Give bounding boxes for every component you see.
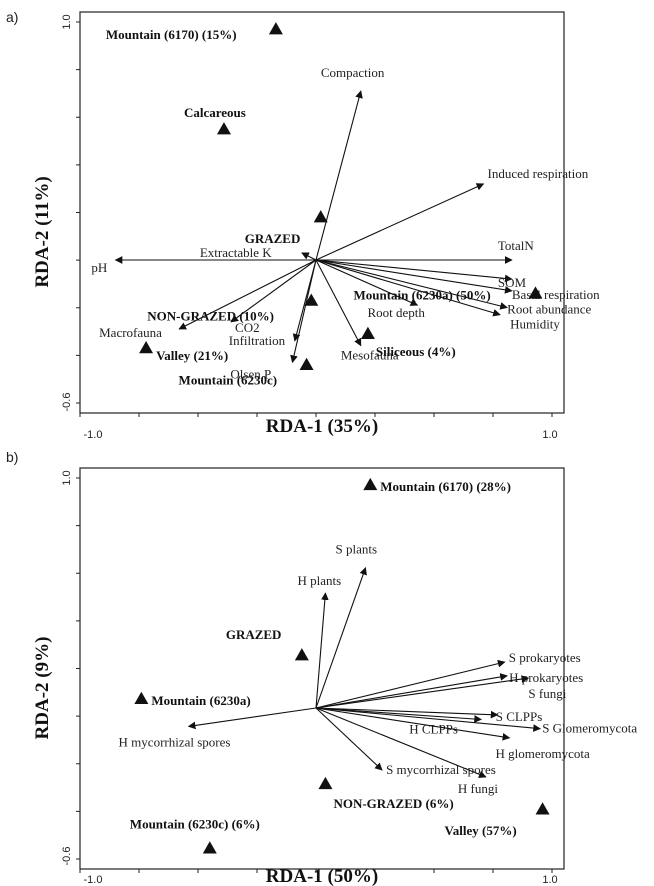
vector-mesofauna [315, 259, 362, 347]
vector-label: H plants [297, 573, 341, 588]
vector-label: Infiltration [229, 333, 286, 348]
site-marker-non-grazed-6 [318, 776, 333, 790]
vector-s-glomeromycota [315, 707, 541, 732]
vector-label: H mycorrhizal spores [119, 734, 231, 749]
vector-macrofauna [178, 259, 317, 330]
x-axis-title: RDA-1 (50%) [266, 866, 378, 886]
y-tick-label: -0.6 [61, 847, 73, 866]
vector-s-mycorrhizal-spores [315, 707, 383, 771]
site-marker-mountain-6170-15 [268, 22, 283, 35]
site-marker-mountain-6230a-50 [528, 286, 543, 299]
panel-a: a) -1.0 1.0 1.0 -0.6 RDA-1 (35%) RDA-2 (11%) Co… [6, 9, 600, 441]
plot-frame [79, 467, 565, 870]
site-label: GRAZED [245, 231, 301, 246]
vector-label: H glomeromycota [496, 746, 590, 761]
site-label: NON-GRAZED (10%) [147, 308, 274, 323]
x-tick-label: 1.0 [542, 874, 557, 886]
vector-label: H CLPPs [409, 722, 458, 737]
site-label: Valley (21%) [156, 348, 228, 363]
x-tick-label: -1.0 [84, 874, 103, 886]
vector-label: Macrofauna [99, 325, 162, 340]
vector-label: S plants [336, 542, 378, 557]
vector-label: S mycorrhizal spores [386, 762, 496, 777]
vector-h-clpps [315, 707, 482, 723]
vector-label: Humidity [510, 317, 560, 332]
vector-h-prokaryotes [315, 673, 508, 709]
vector-som [315, 259, 513, 283]
y-axis-title: RDA-2 (9%) [32, 637, 53, 740]
site-label: Mountain (6230c) (6%) [130, 816, 260, 831]
vector-label: S CLPPs [496, 709, 543, 724]
vector-label: Olsen P [230, 366, 271, 381]
site-label: GRAZED [226, 627, 282, 642]
site-label: Mountain (6230a) (50%) [353, 287, 490, 302]
vector-co2 [230, 259, 317, 323]
vector-root-abundance [315, 259, 508, 310]
site-label: Mountain (6170) (28%) [380, 479, 511, 494]
panel-b: b) -1.0 1.0 1.0 -0.6 RDA-1 (50%) RDA-2 (9%) S p… [6, 449, 637, 886]
vector-label: Induced respiration [488, 166, 589, 181]
y-tick-label: 1.0 [61, 14, 73, 29]
vector-compaction [315, 90, 363, 261]
vector-root-depth [315, 259, 419, 306]
vector-label: S fungi [528, 686, 566, 701]
site-label: Mountain (6230c) [179, 373, 278, 388]
site-marker-valley-57 [535, 802, 550, 815]
x-axis-title: RDA-1 (35%) [266, 416, 378, 437]
site-label: Valley (57%) [445, 823, 517, 838]
site-marker-siliceous-4 [360, 326, 375, 340]
vector-label: Root depth [367, 305, 425, 320]
vector-label: S prokaryotes [509, 650, 581, 665]
site-marker-valley-21 [139, 341, 154, 354]
vector-extractable-k [301, 252, 317, 261]
site-marker-non-grazed-10 [304, 293, 319, 306]
site-marker-mountain-6230c-6 [202, 841, 217, 854]
vector-h-mycorrhizal-spores [187, 707, 317, 730]
vector-label: Mesofauna [341, 348, 399, 363]
site-label: Mountain (6230a) [151, 693, 250, 708]
vector-infiltration [292, 259, 317, 342]
site-marker-calcareous [216, 122, 231, 135]
site-marker-grazed [294, 648, 309, 661]
vector-s-plants [315, 566, 367, 709]
vector-h-fungi [315, 707, 487, 778]
vector-h-plants [315, 592, 329, 709]
site-label: NON-GRAZED (6%) [333, 796, 453, 811]
vector-label: H prokaryotes [509, 670, 583, 685]
vector-label: TotalN [498, 238, 535, 253]
vector-label: Basal respiration [512, 287, 600, 302]
vector-label: pH [91, 260, 107, 275]
panel-label: b) [6, 449, 18, 465]
vector-s-clpps [315, 707, 499, 719]
x-tick-label: -1.0 [84, 429, 103, 441]
y-axis-title: RDA-2 (11%) [32, 176, 53, 287]
vector-label: H fungi [458, 781, 498, 796]
vector-induced-respiration [315, 183, 485, 261]
vector-s-fungi [315, 675, 530, 709]
vector-h-glomeromycota [315, 707, 511, 741]
site-label: Mountain (6170) (15%) [106, 27, 237, 42]
site-marker-grazed [313, 210, 328, 223]
vector-label: Extractable K [200, 245, 272, 260]
vector-label: Compaction [321, 65, 385, 80]
y-tick-label: -0.6 [61, 393, 73, 412]
x-tick-label: 1.0 [542, 429, 557, 441]
vector-humidity [315, 259, 501, 317]
vector-label: S Glomeromycota [542, 721, 637, 736]
site-marker-mountain-6230a [134, 691, 149, 705]
vector-label: Root abundance [507, 302, 591, 317]
y-tick-label: 1.0 [61, 470, 73, 485]
vector-basal-respiration [315, 259, 513, 294]
site-marker-mountain-6170-28 [363, 477, 378, 491]
site-label: Calcareous [184, 105, 246, 120]
vector-s-prokaryotes [315, 659, 506, 709]
panel-label: a) [6, 9, 18, 25]
site-label: Siliceous (4%) [376, 344, 456, 359]
vector-label: CO2 [235, 320, 260, 335]
site-marker-mountain-6230c [299, 357, 314, 370]
